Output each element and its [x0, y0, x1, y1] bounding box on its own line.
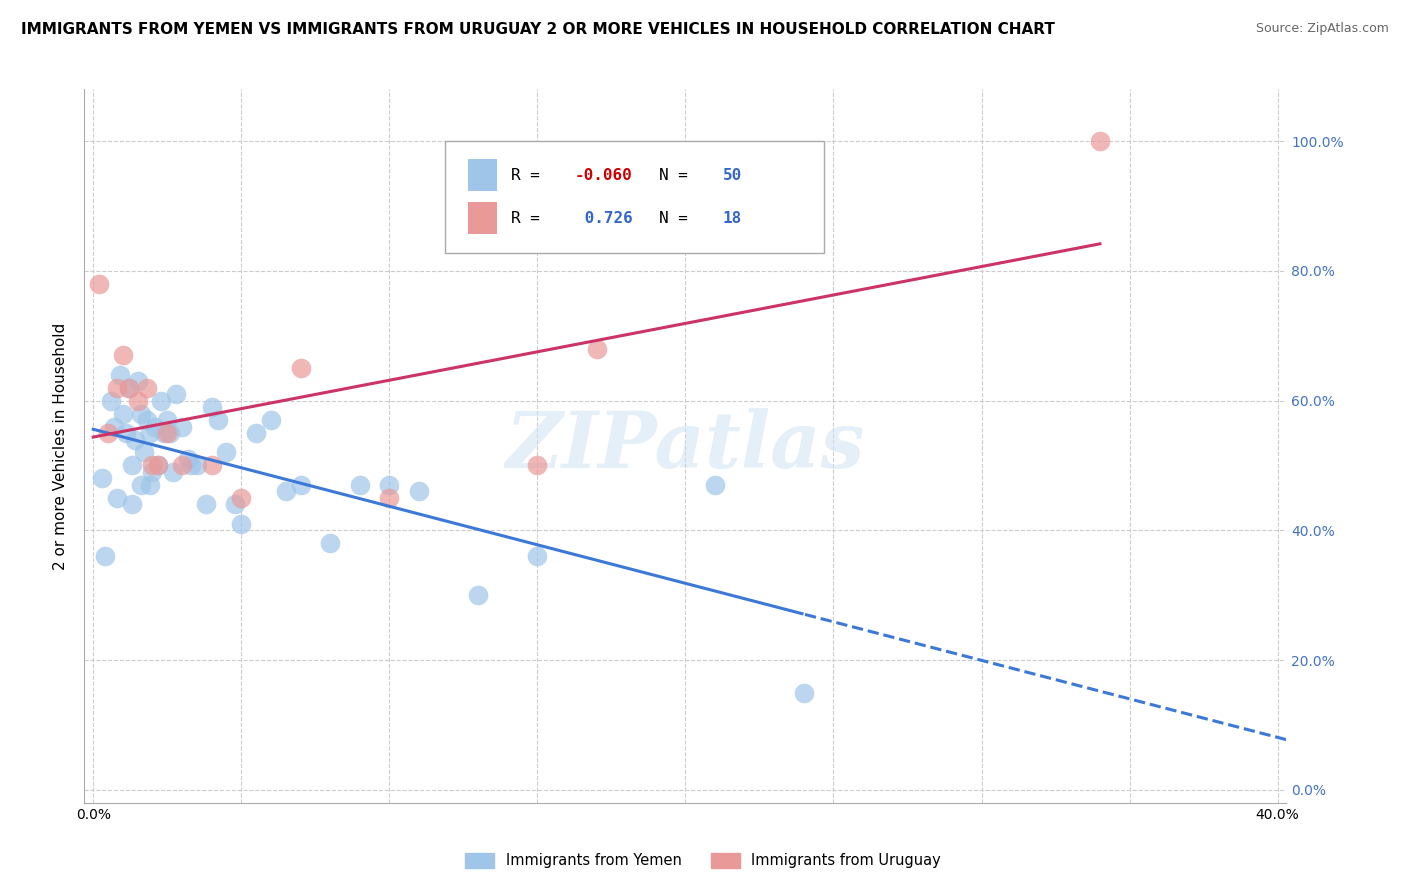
Point [467, 588, 489, 602]
Point [141, 465, 163, 479]
Point [231, 516, 253, 531]
Point [118, 381, 141, 395]
Bar [468, 159, 496, 191]
Point [124, 433, 146, 447]
Point [194, 497, 217, 511]
Point [260, 413, 283, 427]
Point [94, 549, 117, 564]
Text: R =: R = [512, 168, 550, 183]
Point [290, 478, 312, 492]
Point [100, 393, 122, 408]
Point [91, 471, 114, 485]
Point [103, 419, 125, 434]
Point [378, 491, 401, 505]
Point [215, 445, 238, 459]
Text: 0.726: 0.726 [575, 211, 633, 226]
Point [180, 458, 202, 473]
Point [129, 407, 152, 421]
Point [170, 419, 193, 434]
Point [121, 497, 143, 511]
Point [1088, 134, 1111, 148]
Text: -0.060: -0.060 [575, 168, 633, 183]
Point [207, 413, 229, 427]
Point [186, 458, 208, 473]
Point [177, 452, 200, 467]
Bar [468, 202, 496, 234]
Text: ZIPatlas: ZIPatlas [506, 408, 865, 484]
Point [165, 387, 187, 401]
Point [105, 491, 128, 505]
Point [162, 465, 184, 479]
Text: Source: ZipAtlas.com: Source: ZipAtlas.com [1256, 22, 1389, 36]
Point [105, 381, 128, 395]
Point [526, 549, 548, 564]
Point [148, 458, 170, 473]
Point [127, 393, 149, 408]
Point [319, 536, 342, 550]
Point [159, 425, 181, 440]
Text: IMMIGRANTS FROM YEMEN VS IMMIGRANTS FROM URUGUAY 2 OR MORE VEHICLES IN HOUSEHOLD: IMMIGRANTS FROM YEMEN VS IMMIGRANTS FROM… [21, 22, 1054, 37]
Point [132, 445, 155, 459]
Text: 18: 18 [723, 211, 742, 226]
Point [135, 381, 157, 395]
Point [114, 425, 136, 440]
Point [138, 478, 160, 492]
FancyBboxPatch shape [446, 141, 824, 253]
Text: N =: N = [659, 211, 697, 226]
Point [201, 458, 224, 473]
Point [121, 458, 143, 473]
Point [224, 497, 246, 511]
Point [290, 361, 312, 376]
Point [245, 425, 267, 440]
Point [150, 393, 173, 408]
Point [156, 425, 179, 440]
Point [129, 478, 152, 492]
Text: N =: N = [659, 168, 697, 183]
Point [170, 458, 193, 473]
Point [127, 374, 149, 388]
Point [793, 685, 815, 699]
Point [274, 484, 297, 499]
Point [408, 484, 430, 499]
Point [89, 277, 111, 291]
Point [141, 458, 163, 473]
Point [585, 342, 607, 356]
Point [231, 491, 253, 505]
Point [135, 413, 157, 427]
Point [378, 478, 401, 492]
Point [153, 425, 176, 440]
Point [145, 419, 167, 434]
Point [349, 478, 371, 492]
Point [111, 407, 134, 421]
Point [704, 478, 727, 492]
Y-axis label: 2 or more Vehicles in Household: 2 or more Vehicles in Household [53, 322, 69, 570]
Text: R =: R = [512, 211, 550, 226]
Point [138, 425, 160, 440]
Point [97, 425, 120, 440]
Point [118, 381, 141, 395]
Point [201, 400, 224, 414]
Point [111, 348, 134, 362]
Point [156, 413, 179, 427]
Legend: Immigrants from Yemen, Immigrants from Uruguay: Immigrants from Yemen, Immigrants from U… [458, 847, 948, 874]
Point [108, 368, 131, 382]
Point [148, 458, 170, 473]
Text: 50: 50 [723, 168, 742, 183]
Point [526, 458, 548, 473]
